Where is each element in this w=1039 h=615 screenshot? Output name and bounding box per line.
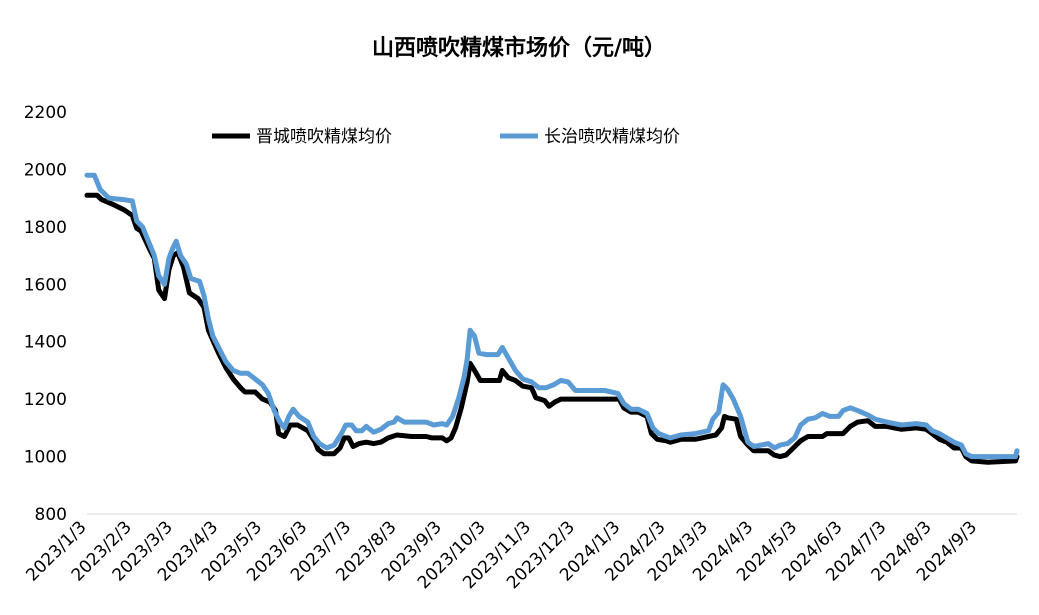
y-tick-label: 1400 <box>24 333 67 353</box>
y-tick-label: 1000 <box>24 448 67 468</box>
legend-label-changzhi: 长治喷吹精煤均价 <box>544 127 680 147</box>
y-tick-label: 800 <box>35 505 67 525</box>
y-tick-label: 2000 <box>24 160 67 180</box>
y-tick-label: 1200 <box>24 390 67 410</box>
y-tick-label: 2200 <box>24 103 67 123</box>
x-axis: 2023/1/32023/2/32023/3/32023/4/32023/5/3… <box>22 513 1017 593</box>
y-tick-label: 1600 <box>24 275 67 295</box>
y-tick-label: 1800 <box>24 218 67 238</box>
legend: 晋城喷吹精煤均价 长治喷吹精煤均价 <box>212 127 680 147</box>
chart-title: 山西喷吹精煤市场价（元/吨） <box>372 35 666 61</box>
y-axis: 800 1000 1200 1400 1600 1800 2000 2200 <box>24 103 67 525</box>
jincheng-price-line <box>84 192 1020 465</box>
changzhi-price-line <box>84 172 1020 460</box>
series-layer <box>84 172 1020 465</box>
legend-label-jincheng: 晋城喷吹精煤均价 <box>256 127 392 147</box>
